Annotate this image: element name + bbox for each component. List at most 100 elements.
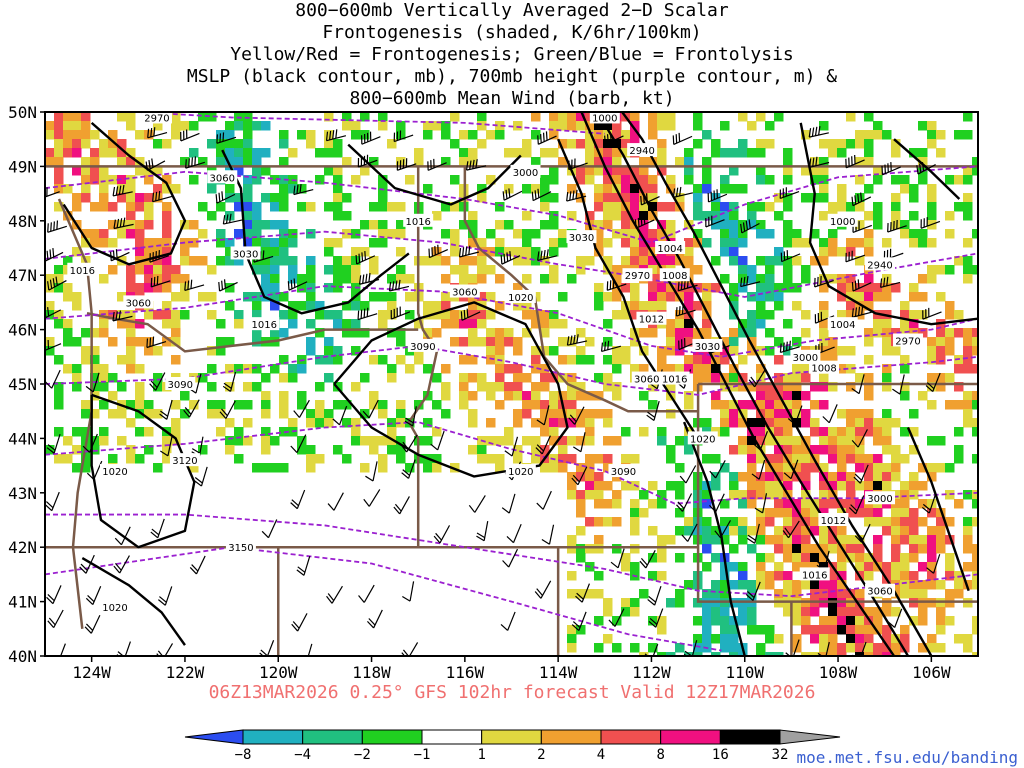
- shade-cell: [459, 382, 469, 392]
- shade-cell: [873, 607, 883, 617]
- shade-cell: [594, 202, 604, 212]
- shade-cell: [900, 364, 910, 374]
- shade-cell: [774, 418, 784, 428]
- shade-cell: [135, 229, 145, 239]
- shade-cell: [198, 373, 208, 383]
- shade-cell: [621, 607, 631, 617]
- shade-cell: [864, 184, 874, 194]
- shade-cell: [702, 517, 712, 527]
- shade-cell: [747, 346, 757, 356]
- shade-cell: [270, 265, 280, 275]
- shade-cell: [945, 517, 955, 527]
- wind-barb: [46, 585, 62, 605]
- shade-cell: [621, 211, 631, 221]
- wind-barb: [604, 132, 624, 146]
- shade-cell: [855, 256, 865, 266]
- contour-label: 2970: [141, 112, 172, 124]
- shade-cell: [243, 202, 253, 212]
- shade-cell: [909, 490, 919, 500]
- shade-cell: [108, 139, 118, 149]
- shade-cell: [702, 283, 712, 293]
- shade-cell: [297, 274, 307, 284]
- shade-cell: [756, 274, 766, 284]
- shade-cell: [558, 112, 568, 122]
- shade-cell: [549, 175, 559, 185]
- shade-cell: [963, 346, 973, 356]
- shade-cell: [819, 544, 829, 554]
- shade-cell: [576, 625, 586, 635]
- shade-cell: [639, 490, 649, 500]
- shade-cell: [711, 256, 721, 266]
- shade-cell: [792, 238, 802, 248]
- shade-cell: [684, 391, 694, 401]
- shade-cell: [819, 301, 829, 311]
- shade-cell: [630, 166, 640, 176]
- shade-cell: [756, 517, 766, 527]
- shade-cell: [738, 445, 748, 455]
- shade-cell: [855, 373, 865, 383]
- credit-url[interactable]: moe.met.fsu.edu/banding: [796, 748, 1018, 767]
- shade-cell: [369, 355, 379, 365]
- shade-cell: [279, 409, 289, 419]
- shade-cell: [738, 274, 748, 284]
- colorbar-arrow-left: [184, 729, 244, 745]
- shade-cell: [657, 121, 667, 131]
- shade-cell: [603, 319, 613, 329]
- contour-label: 1000: [589, 112, 620, 124]
- shade-cell: [729, 364, 739, 374]
- shade-cell: [216, 157, 226, 167]
- shade-cell: [198, 229, 208, 239]
- shade-cell: [792, 400, 802, 410]
- wind-barb: [502, 188, 523, 201]
- shade-cell: [63, 256, 73, 266]
- shade-cell: [936, 328, 946, 338]
- shade-cell: [45, 301, 55, 311]
- shade-cell: [945, 535, 955, 545]
- shade-cell: [261, 409, 271, 419]
- shade-cell: [153, 193, 163, 203]
- shade-cell: [846, 544, 856, 554]
- shade-cell: [729, 229, 739, 239]
- shade-cell: [954, 580, 964, 590]
- shade-cell: [45, 121, 55, 131]
- shade-cell: [891, 202, 901, 212]
- shade-cell: [765, 625, 775, 635]
- shade-cell: [774, 409, 784, 419]
- shade-cell: [747, 607, 757, 617]
- shade-cell: [927, 643, 937, 653]
- shade-cell: [702, 301, 712, 311]
- shade-cell: [648, 481, 658, 491]
- shade-cell: [621, 481, 631, 491]
- shade-cell: [72, 337, 82, 347]
- shade-cell: [378, 400, 388, 410]
- wind-barb: [672, 132, 693, 146]
- shade-cell: [864, 634, 874, 644]
- svg-text:1004: 1004: [657, 244, 682, 255]
- shade-cell: [954, 310, 964, 320]
- shade-cell: [504, 427, 514, 437]
- shade-cell: [99, 229, 109, 239]
- shade-cell: [288, 373, 298, 383]
- shade-cell: [612, 364, 622, 374]
- shade-cell: [900, 310, 910, 320]
- shade-cell: [918, 562, 928, 572]
- shade-cell: [135, 283, 145, 293]
- shade-cell: [711, 634, 721, 644]
- shade-cell: [774, 481, 784, 491]
- shade-cell: [720, 346, 730, 356]
- shade-cell: [936, 580, 946, 590]
- wind-barb: [393, 496, 410, 515]
- shade-cell: [252, 166, 262, 176]
- shade-cell: [126, 337, 136, 347]
- shade-cell: [729, 202, 739, 212]
- shade-cell: [918, 481, 928, 491]
- shade-cell: [72, 373, 82, 383]
- shade-cell: [729, 301, 739, 311]
- shade-cell: [90, 328, 100, 338]
- wind-barb: [185, 156, 205, 169]
- shade-cell: [855, 175, 865, 185]
- shade-cell: [351, 427, 361, 437]
- shade-cell: [927, 562, 937, 572]
- shade-cell: [720, 274, 730, 284]
- shade-cell: [909, 184, 919, 194]
